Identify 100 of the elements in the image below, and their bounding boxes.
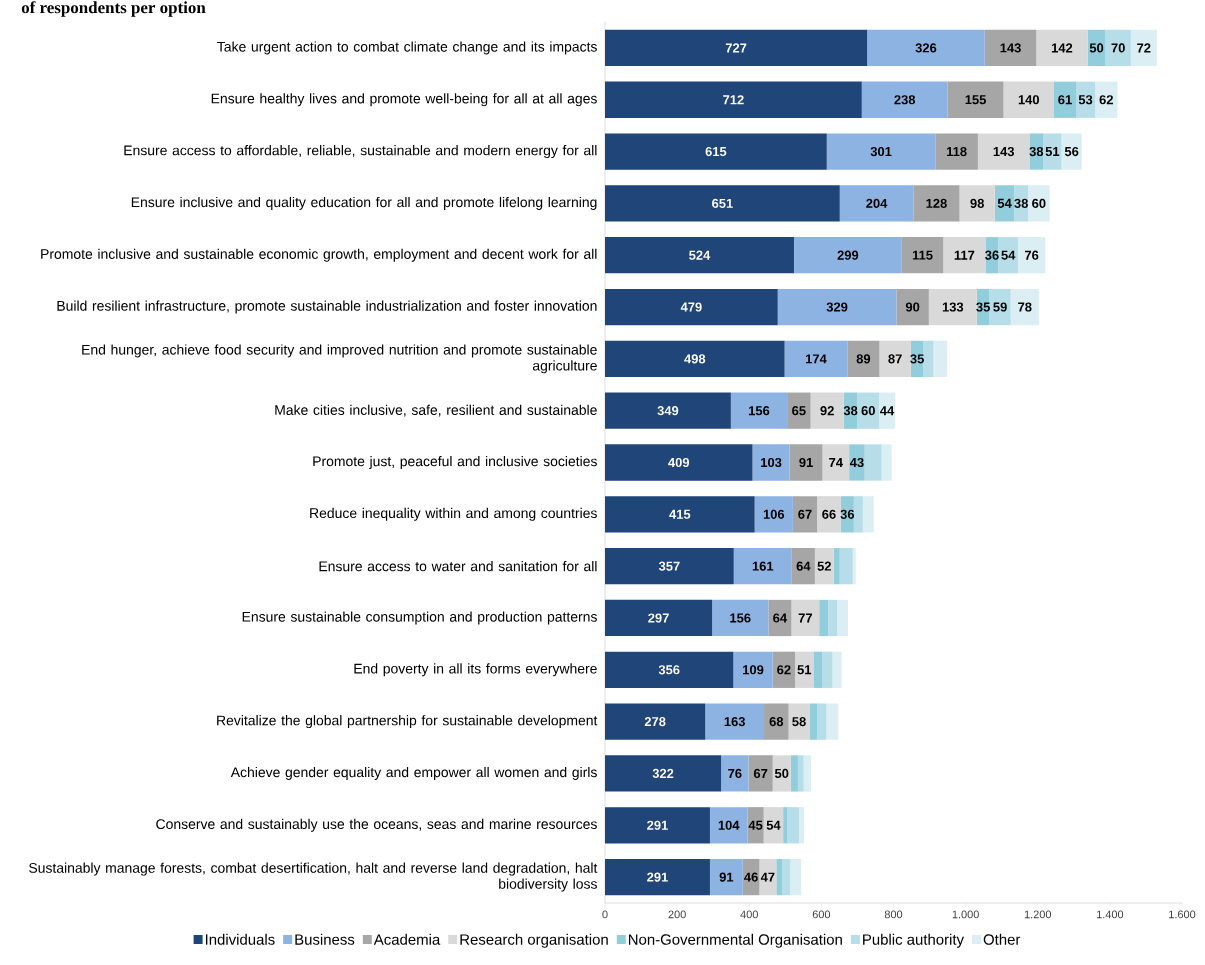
data-label: 415 [669,509,691,519]
data-label: 77 [798,613,812,623]
bar [1028,185,1050,222]
bar [809,703,818,740]
bar [605,703,706,740]
x-tick-label: 600 [812,910,831,919]
x-tick-label: 0 [602,910,608,919]
y-tick-label: Ensure sustainable consumption and production patterns [242,611,597,625]
data-label: 50 [774,768,789,779]
data-label: 38 [1029,146,1044,157]
bar [733,651,773,688]
bar [849,444,865,481]
bar [783,807,788,844]
bar [1130,29,1157,67]
bar [853,496,863,533]
data-label: 47 [760,872,775,882]
data-label: 128 [926,198,947,208]
bar [605,133,827,170]
data-label: 712 [723,95,744,105]
data-label: 106 [763,509,785,519]
y-tick-label: Revitalize the global partnership for sustainable development [217,715,598,729]
bar [787,392,811,429]
data-label: 59 [993,302,1007,312]
data-label: 43 [849,457,864,468]
data-label: 46 [744,872,758,882]
x-tick-label: 1.000 [952,910,979,919]
data-label: 76 [728,768,742,779]
data-label: 727 [725,43,747,53]
bar [776,858,783,896]
bar [733,548,792,585]
bar [1017,237,1046,274]
bar [705,703,765,740]
data-label: 498 [684,354,706,364]
x-tick-label: 200 [668,910,686,919]
bar [799,807,805,844]
data-label: 87 [888,354,902,364]
data-label: 35 [910,354,924,364]
bar [605,599,713,637]
data-label: 61 [1058,95,1072,105]
bar [784,340,848,377]
bar [797,755,804,792]
y-tick-label: Ensure healthy lives and promote well-being for all at all ages [211,93,597,107]
bar [777,288,897,326]
bar [782,858,791,896]
bar [810,392,844,429]
data-label: 651 [712,198,733,208]
bar [1105,29,1131,67]
bar [943,237,986,274]
data-label: 156 [730,613,751,623]
data-label: 115 [912,250,933,260]
bar [881,444,892,481]
data-label: 104 [718,820,740,830]
bar [1010,288,1039,326]
data-label: 65 [792,406,806,416]
bar [994,185,1015,222]
y-tick-label: Take urgent action to combat climate change and its impacts [217,41,597,55]
data-label: 156 [749,406,770,416]
bar [1036,29,1088,67]
data-label: 278 [644,717,666,727]
bar [861,81,948,118]
data-label: 90 [905,302,920,312]
bar [803,755,811,792]
bar [721,755,749,792]
bar [837,599,849,637]
bar [709,807,748,844]
bar [1014,185,1029,222]
data-label: 60 [861,406,875,416]
bar [605,288,778,326]
bar [605,444,753,481]
data-label: 117 [954,250,975,260]
data-label: 60 [1032,198,1046,208]
bar [896,288,929,326]
legend-label: Academia [373,933,441,945]
y-tick-label: Promote inclusive and sustainable economic growth, employment and decent work for all [41,248,597,262]
bar [852,548,856,585]
data-label: 38 [843,406,858,416]
bar [833,548,840,585]
data-label: 64 [773,613,788,623]
y-tick-label: Ensure access to water and sanitation for all [319,561,597,572]
data-label: 35 [976,302,990,312]
data-label: 78 [1018,302,1032,312]
data-label: 301 [870,146,892,157]
data-label: 143 [1000,43,1021,53]
data-label: 291 [647,872,668,882]
data-label: 524 [689,250,711,260]
legend-label: Non-Governmental Organisation [628,933,842,948]
bar [813,651,823,688]
bar [791,599,820,637]
data-label: 118 [946,146,967,157]
bar [789,444,823,481]
data-label: 161 [752,561,774,571]
data-label: 299 [837,250,859,260]
bar [605,548,734,585]
data-label: 58 [792,717,806,727]
bar [901,237,944,274]
bar [768,599,792,637]
bar [1003,81,1054,118]
data-label: 322 [652,768,674,779]
data-label: 98 [970,198,984,208]
data-label: 54 [997,198,1012,208]
